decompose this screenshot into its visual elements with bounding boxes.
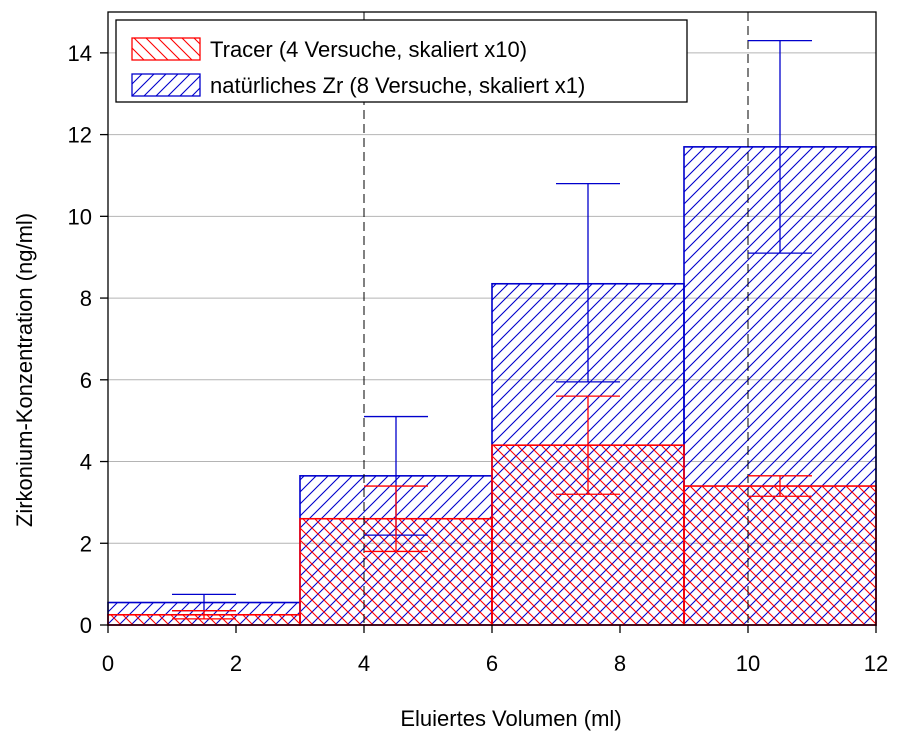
- x-tick-label-8: 8: [614, 651, 626, 676]
- legend: Tracer (4 Versuche, skaliert x10) natürl…: [115, 19, 688, 103]
- y-axis-label: Zirkonium-Konzentration (ng/ml): [12, 213, 37, 527]
- y-tick-label-4: 4: [80, 450, 92, 475]
- axis-ticks: 0 2 4 6 8 10 12 0 2 4 6 8 10 12 14: [68, 41, 889, 676]
- reference-lines: [363, 12, 749, 625]
- y-tick-label-12: 12: [68, 123, 92, 148]
- y-tick-label-10: 10: [68, 204, 92, 229]
- y-tick-label-2: 2: [80, 531, 92, 556]
- y-tick-label-6: 6: [80, 368, 92, 393]
- legend-label-natural-zr: natürliches Zr (8 Versuche, skaliert x1): [210, 73, 585, 98]
- x-tick-label-12: 12: [864, 651, 888, 676]
- y-tick-label-8: 8: [80, 286, 92, 311]
- y-tick-label-14: 14: [68, 41, 92, 66]
- x-tick-label-4: 4: [358, 651, 370, 676]
- x-tick-label-10: 10: [736, 651, 760, 676]
- x-tick-label-0: 0: [102, 651, 114, 676]
- error-bars: [172, 39, 812, 620]
- tracer-bar-3: [684, 486, 876, 625]
- legend-swatch-tracer: [131, 37, 201, 61]
- x-tick-label-2: 2: [230, 651, 242, 676]
- x-tick-label-6: 6: [486, 651, 498, 676]
- legend-box: [115, 19, 688, 103]
- x-axis-label: Eluiertes Volumen (ml): [400, 706, 621, 731]
- legend-swatch-natural-zr: [131, 73, 201, 97]
- legend-label-tracer: Tracer (4 Versuche, skaliert x10): [210, 37, 527, 62]
- y-tick-label-0: 0: [80, 613, 92, 638]
- tracer-bar-0: [108, 614, 300, 625]
